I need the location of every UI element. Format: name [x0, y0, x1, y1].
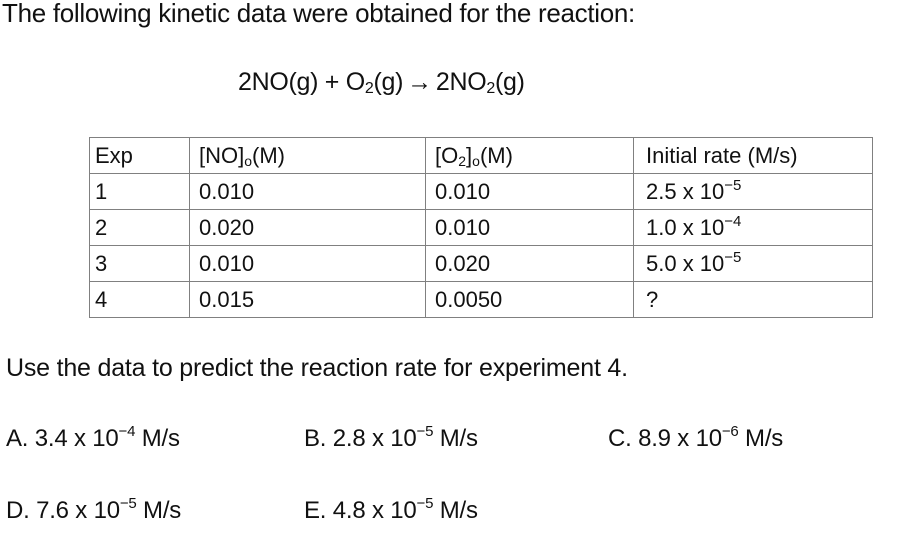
choice-label: A. 3.4 x 10	[6, 425, 119, 452]
header-no-sub: o	[244, 152, 253, 169]
choice-exponent: −5	[416, 495, 434, 512]
choice-unit: M/s	[135, 425, 180, 452]
kinetic-data-table: Exp [NO]o(M) [O2]o(M) Initial rate (M/s)…	[89, 137, 873, 318]
header-exp: Exp	[89, 137, 190, 174]
equation-product-state: (g)	[495, 68, 525, 96]
cell-o2: 0.010	[425, 209, 634, 246]
equation-reactants: 2NO(g) + O	[238, 68, 365, 96]
cell-o2: 0.020	[425, 245, 634, 282]
cell-exp: 2	[89, 209, 190, 246]
header-o2-concentration: [O2]o(M)	[425, 137, 634, 174]
cell-o2: 0.010	[425, 173, 634, 210]
choice-c[interactable]: C. 8.9 x 10−6 M/s	[608, 423, 784, 453]
table-row: 2 0.020 0.010 1.0 x 10−4	[89, 209, 873, 246]
cell-exp: 3	[89, 245, 190, 282]
cell-exp: 4	[89, 281, 190, 318]
choice-exponent: −5	[119, 495, 137, 512]
header-no-concentration: [NO]o(M)	[189, 137, 426, 174]
rate-base: 2.5 x 10	[646, 178, 725, 204]
choice-unit: M/s	[136, 497, 182, 524]
equation-reactant-state: (g)	[373, 68, 404, 96]
table-header-row: Exp [NO]o(M) [O2]o(M) Initial rate (M/s)	[89, 137, 873, 174]
cell-no: 0.010	[189, 173, 426, 210]
choice-d[interactable]: D. 7.6 x 10−5 M/s	[6, 495, 182, 525]
choice-label: D. 7.6 x 10	[6, 497, 120, 524]
rate-exponent: −5	[724, 248, 742, 266]
header-o2-unit: (M)	[479, 142, 513, 168]
cell-no: 0.010	[189, 245, 426, 282]
cell-no: 0.015	[189, 281, 426, 318]
cell-rate: 2.5 x 10−5	[633, 173, 873, 210]
header-o2-sub-o: o	[472, 152, 480, 169]
question-prompt: Use the data to predict the reaction rat…	[6, 354, 628, 382]
table-row: 1 0.010 0.010 2.5 x 10−5	[89, 173, 873, 210]
equation-product: 2NO	[435, 68, 487, 96]
choice-exponent: −5	[416, 423, 434, 440]
header-no-main: [NO]	[199, 142, 245, 168]
header-initial-rate: Initial rate (M/s)	[633, 137, 873, 174]
choice-unit: M/s	[433, 425, 478, 452]
rate-exponent: −4	[724, 212, 742, 230]
intro-text: The following kinetic data were obtained…	[2, 0, 635, 28]
cell-no: 0.020	[189, 209, 426, 246]
rate-base: 5.0 x 10	[646, 250, 725, 276]
table-row: 4 0.015 0.0050 ?	[89, 281, 873, 318]
header-o2-main: [O	[435, 142, 459, 168]
choice-unit: M/s	[433, 497, 478, 524]
table-row: 3 0.010 0.020 5.0 x 10−5	[89, 245, 873, 282]
choice-e[interactable]: E. 4.8 x 10−5 M/s	[304, 495, 478, 525]
cell-rate: 5.0 x 10−5	[633, 245, 873, 282]
header-o2-sub: 2	[458, 152, 467, 169]
rate-base: 1.0 x 10	[646, 214, 725, 240]
reaction-equation: 2NO(g) + O2(g) → 2NO2(g)	[238, 68, 525, 97]
reaction-arrow-icon: →	[407, 68, 432, 96]
header-no-unit: (M)	[252, 142, 286, 168]
equation-no2-subscript: 2	[486, 80, 495, 97]
choice-unit: M/s	[738, 425, 784, 452]
cell-rate: 1.0 x 10−4	[633, 209, 873, 246]
choice-label: B. 2.8 x 10	[304, 425, 417, 452]
rate-exponent: −5	[724, 176, 742, 194]
equation-o2-subscript: 2	[364, 80, 374, 97]
cell-exp: 1	[89, 173, 190, 210]
choice-label: C. 8.9 x 10	[608, 425, 722, 452]
choice-b[interactable]: B. 2.8 x 10−5 M/s	[304, 423, 478, 453]
rate-base: ?	[646, 286, 659, 312]
cell-rate: ?	[633, 281, 873, 318]
choice-label: E. 4.8 x 10	[304, 497, 417, 524]
cell-o2: 0.0050	[425, 281, 634, 318]
header-o2-bracket: ]	[466, 142, 473, 168]
choice-exponent: −4	[118, 423, 136, 440]
choice-a[interactable]: A. 3.4 x 10−4 M/s	[6, 423, 180, 453]
choice-exponent: −6	[721, 423, 739, 440]
